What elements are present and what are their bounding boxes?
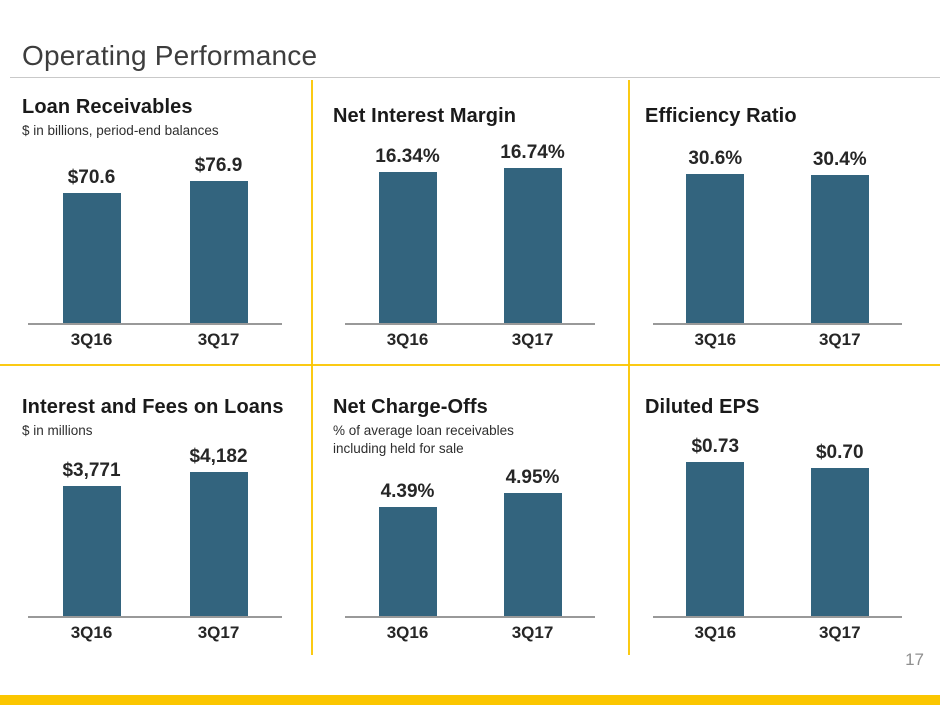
bar-group: $4,182 [189,446,248,616]
bar-group: 30.4% [810,149,869,323]
x-axis-labels: 3Q16 3Q17 [28,623,282,643]
chart-subtitle: $ in billions, period-end balances [22,122,285,140]
bar-value-label: $3,771 [62,460,121,481]
chart-subtitle: $ in millions [22,422,285,440]
chart-subtitle: % of average loan receivables including … [333,422,602,457]
chart-interest-and-fees-on-loans: Interest and Fees on Loans $ in millions… [0,366,311,658]
bar [62,193,121,323]
bar-area: 4.39% 4.95% [345,431,595,618]
bar [503,168,562,323]
bar-area: $3,771 $4,182 [28,431,282,618]
x-axis-label: 3Q16 [694,330,737,349]
x-axis-label: 3Q16 [386,623,429,642]
bar-plot: 16.34% 16.74% 3Q16 3Q17 [345,140,595,350]
x-axis-label: 3Q17 [818,623,861,642]
x-axis-label: 3Q17 [197,330,240,349]
x-axis-labels: 3Q16 3Q17 [345,330,595,350]
chart-subtitle-line: including held for sale [333,440,464,456]
chart-loan-receivables: Loan Receivables $ in billions, period-e… [0,80,311,364]
bar-group: 16.74% [500,142,565,323]
page-number: 17 [905,650,924,669]
chart-net-charge-offs: Net Charge-Offs % of average loan receiv… [313,366,628,658]
chart-title: Diluted EPS [645,396,760,418]
bar [62,486,121,616]
x-axis-label: 3Q16 [386,330,429,349]
x-axis-labels: 3Q16 3Q17 [653,330,902,350]
x-axis-label: 3Q17 [511,330,554,349]
x-axis-labels: 3Q16 3Q17 [345,623,595,643]
bar-group: $0.70 [810,442,869,616]
chart-net-interest-margin: Net Interest Margin 16.34% 16.74% 3Q16 3Q1… [313,80,628,364]
x-axis-label: 3Q16 [694,623,737,642]
column-divider-2 [628,80,630,655]
chart-title: Loan Receivables [22,96,193,118]
chart-title: Efficiency Ratio [645,105,797,127]
bar-value-label: $76.9 [194,155,243,176]
bar [189,181,248,323]
row-divider-line [0,364,940,366]
bar-value-label: $0.73 [691,436,740,457]
bar-value-label: $70.6 [67,167,116,188]
bar-area: $70.6 $76.9 [28,140,282,325]
chart-title: Net Interest Margin [333,105,517,127]
bar-area: 16.34% 16.74% [345,140,595,325]
bar-plot: $0.73 $0.70 3Q16 3Q17 [653,431,902,643]
bar-group: $76.9 [189,155,248,323]
bar [686,174,745,323]
bar-area: $0.73 $0.70 [653,431,902,618]
chart-subtitle-line: $ in billions, period-end balances [22,123,219,138]
bar-group: 30.6% [686,148,745,323]
bar-group: $3,771 [62,460,121,616]
bar-area: 30.6% 30.4% [653,140,902,325]
bar-plot: $3,771 $4,182 3Q16 3Q17 [28,431,282,643]
bar-value-label: $0.70 [815,442,864,463]
bar-group: 4.95% [503,467,562,616]
bar [378,172,437,323]
bar-value-label: 4.39% [380,481,435,502]
bottom-accent-bar [0,695,940,705]
bar-group: 16.34% [375,146,440,323]
bar [189,472,248,616]
bar-group: 4.39% [378,481,437,616]
bar-plot: 4.39% 4.95% 3Q16 3Q17 [345,431,595,643]
x-axis-label: 3Q17 [511,623,554,642]
chart-title: Net Charge-Offs [333,396,488,418]
bar [810,468,869,616]
bar-value-label: 30.4% [812,149,867,170]
bar [378,507,437,616]
bar [810,175,869,323]
chart-diluted-eps: Diluted EPS $0.73 $0.70 3Q16 3Q17 [630,366,940,658]
chart-subtitle-line: % of average loan receivables [333,423,514,438]
x-axis-label: 3Q17 [197,623,240,642]
chart-subtitle-line: $ in millions [22,423,93,438]
bar-value-label: 4.95% [505,467,560,488]
x-axis-labels: 3Q16 3Q17 [28,330,282,350]
x-axis-labels: 3Q16 3Q17 [653,623,902,643]
bar-plot: 30.6% 30.4% 3Q16 3Q17 [653,140,902,350]
bar-group: $70.6 [62,167,121,323]
bar-plot: $70.6 $76.9 3Q16 3Q17 [28,140,282,350]
column-divider-1 [311,80,313,655]
bar [503,493,562,616]
bar-group: $0.73 [686,436,745,616]
x-axis-label: 3Q16 [70,330,113,349]
bar-value-label: 16.74% [500,142,565,163]
slide-title: Operating Performance [22,40,318,71]
bar-value-label: $4,182 [189,446,248,467]
title-rule [10,77,940,78]
chart-title: Interest and Fees on Loans [22,396,284,418]
x-axis-label: 3Q17 [818,330,861,349]
bar-value-label: 16.34% [375,146,440,167]
x-axis-label: 3Q16 [70,623,113,642]
chart-efficiency-ratio: Efficiency Ratio 30.6% 30.4% 3Q16 3Q17 [630,80,940,364]
bar [686,462,745,616]
bar-value-label: 30.6% [688,148,743,169]
